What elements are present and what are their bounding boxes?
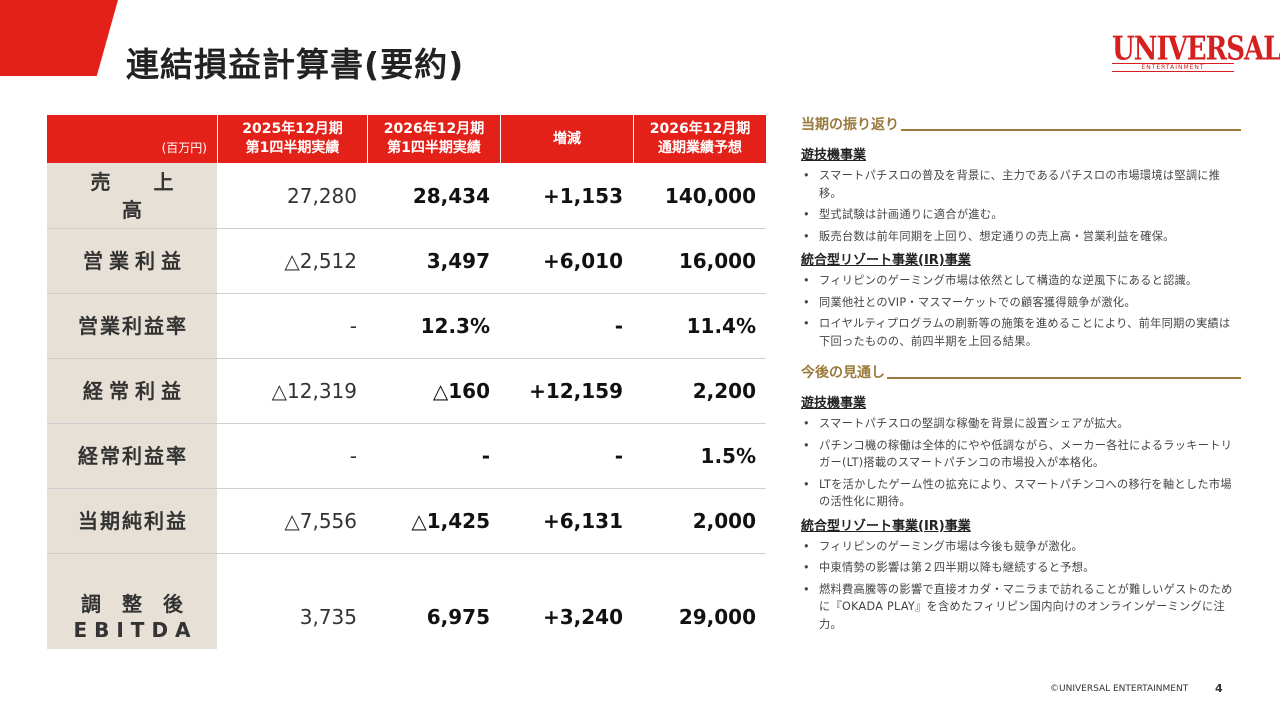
header-change: 増減: [500, 115, 633, 163]
list-item: フィリピンのゲーミング市場は今後も競争が激化。: [801, 538, 1241, 556]
page-title: 連結損益計算書(要約): [126, 45, 465, 84]
list-item: パチンコ機の稼働は全体的にやや低調ながら、メーカー各社によるラッキートリガー(L…: [801, 437, 1241, 472]
cell-prev: -: [349, 444, 357, 468]
table-row: 経常利益 △12,319 △160 +12,159 2,200: [47, 358, 766, 423]
cell-cur: 12.3%: [420, 314, 490, 338]
cell-cur: -: [481, 444, 490, 468]
cell-cur: 6,975: [426, 605, 490, 629]
corner-accent: [0, 0, 118, 76]
section-rule: [901, 129, 1241, 131]
cell-prev: 3,735: [299, 605, 357, 629]
cell-forecast: 16,000: [678, 249, 756, 273]
table-row: 営業利益 △2,512 3,497 +6,010 16,000: [47, 228, 766, 293]
cell-forecast: 2,200: [692, 379, 756, 403]
row-label: 経常利益: [47, 359, 217, 423]
cell-prev: -: [349, 314, 357, 338]
page-number: 4: [1215, 682, 1223, 695]
subsection-heading: 統合型リゾート事業(IR)事業: [801, 253, 971, 268]
cell-cur: 3,497: [426, 249, 490, 273]
section-title: 当期の振り返り: [801, 117, 899, 133]
header-cur-q1: 2026年12月期 第1四半期実績: [367, 115, 500, 163]
table-row: 営業利益率 - 12.3% - 11.4%: [47, 293, 766, 358]
list-item: LTを活かしたゲーム性の拡充により、スマートパチンコへの移行を軸とした市場の活性…: [801, 476, 1241, 511]
cell-forecast: 2,000: [692, 509, 756, 533]
cell-forecast: 29,000: [678, 605, 756, 629]
list-item: 燃料費高騰等の影響で直接オカダ・マニラまで訪れることが難しいゲストのために『OK…: [801, 581, 1241, 634]
section-title: 今後の見通し: [801, 365, 885, 381]
list-item: スマートパチスロの普及を背景に、主力であるパチスロの市場環境は堅調に推移。: [801, 167, 1241, 202]
cell-diff: -: [614, 314, 623, 338]
cell-diff: +3,240: [542, 605, 623, 629]
list-item: スマートパチスロの堅調な稼働を背景に設置シェアが拡大。: [801, 415, 1241, 433]
table-row: 売 上 高 27,280 28,434 +1,153 140,000: [47, 163, 766, 228]
cell-forecast: 140,000: [664, 183, 756, 208]
list-item: ロイヤルティプログラムの刷新等の施策を進めることにより、前年同期の実績は下回った…: [801, 315, 1241, 350]
copyright-text: ©UNIVERSAL ENTERTAINMENT: [1050, 684, 1189, 694]
subsection-heading: 統合型リゾート事業(IR)事業: [801, 518, 971, 534]
header-forecast: 2026年12月期 通期業績予想: [633, 115, 766, 163]
cell-prev: △12,319: [271, 379, 357, 403]
list-item: 販売台数は前年同期を上回り、想定通りの売上高・営業利益を確保。: [801, 228, 1241, 246]
table-header: (百万円) 2025年12月期 第1四半期実績 2026年12月期 第1四半期実…: [47, 115, 766, 163]
subsection-heading: 遊技機事業: [801, 148, 867, 163]
cell-cur: 28,434: [412, 183, 490, 208]
cell-diff: +6,010: [542, 249, 623, 273]
table-spacer-row: [47, 553, 766, 585]
cell-prev: 27,280: [287, 183, 357, 208]
row-label: 営業利益: [47, 229, 217, 293]
cell-cur: △160: [432, 379, 490, 403]
unit-label: (百万円): [161, 141, 207, 155]
row-label: 売 上 高: [47, 163, 217, 228]
list-item: フィリピンのゲーミング市場は依然として構造的な逆風下にあると認識。: [801, 272, 1241, 290]
section-rule: [887, 377, 1241, 379]
list-item: 中東情勢の影響は第２四半期以降も継続すると予想。: [801, 559, 1241, 577]
cell-diff: +6,131: [542, 509, 623, 533]
cell-prev: △2,512: [284, 249, 357, 273]
cell-diff: +1,153: [542, 183, 623, 208]
section-review: 当期の振り返り: [801, 114, 1241, 134]
income-statement-table: (百万円) 2025年12月期 第1四半期実績 2026年12月期 第1四半期実…: [47, 115, 766, 649]
cell-diff: -: [614, 444, 623, 468]
cell-forecast: 1.5%: [700, 444, 756, 468]
universal-logo: UNIVERSAL ENTERTAINMENT: [1112, 30, 1280, 73]
cell-prev: △7,556: [284, 509, 357, 533]
table-row: 当期純利益 △7,556 △1,425 +6,131 2,000: [47, 488, 766, 553]
row-label: 経常利益率: [47, 424, 217, 488]
list-item: 型式試験は計画通りに適合が進む。: [801, 206, 1241, 224]
logo-subtext: ENTERTAINMENT: [1112, 63, 1234, 72]
bullet-list: スマートパチスロの普及を背景に、主力であるパチスロの市場環境は堅調に推移。 型式…: [801, 167, 1241, 245]
list-item: 同業他社とのVIP・マスマーケットでの顧客獲得競争が激化。: [801, 294, 1241, 312]
row-label: 調 整 後 EBITDA: [47, 585, 217, 649]
row-label: 当期純利益: [47, 489, 217, 553]
bullet-list: スマートパチスロの堅調な稼働を背景に設置シェアが拡大。 パチンコ機の稼働は全体的…: [801, 415, 1241, 511]
bullet-list: フィリピンのゲーミング市場は今後も競争が激化。 中東情勢の影響は第２四半期以降も…: [801, 538, 1241, 634]
bullet-list: フィリピンのゲーミング市場は依然として構造的な逆風下にあると認識。 同業他社との…: [801, 272, 1241, 350]
spacer-label-cell: [47, 554, 217, 585]
row-label: 営業利益率: [47, 294, 217, 358]
cell-cur: △1,425: [411, 509, 490, 533]
cell-diff: +12,159: [529, 379, 623, 403]
subsection-heading: 遊技機事業: [801, 396, 867, 411]
logo-wordmark: UNIVERSAL: [1112, 30, 1280, 68]
section-outlook: 今後の見通し: [801, 362, 1241, 382]
table-row: 経常利益率 - - - 1.5%: [47, 423, 766, 488]
header-prev-q1: 2025年12月期 第1四半期実績: [217, 115, 367, 163]
commentary-panel: 当期の振り返り 遊技機事業 スマートパチスロの普及を背景に、主力であるパチスロの…: [801, 114, 1241, 637]
cell-forecast: 11.4%: [686, 314, 756, 338]
table-row: 調 整 後 EBITDA 3,735 6,975 +3,240 29,000: [47, 585, 766, 649]
